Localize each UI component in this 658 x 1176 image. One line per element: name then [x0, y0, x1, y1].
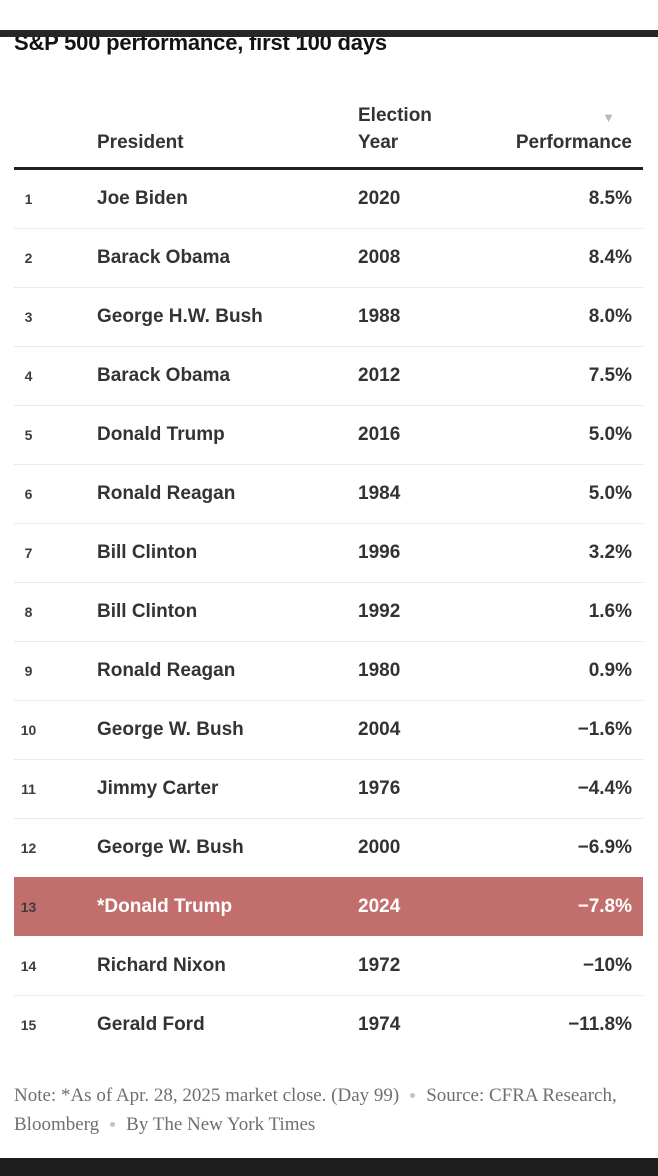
rank-cell: 13: [20, 899, 37, 915]
performance-cell: 7.5%: [588, 365, 632, 386]
year-cell: 2000: [358, 837, 401, 858]
table-row: 2 Barack Obama 2008 8.4%: [14, 228, 643, 287]
table-row: 14 Richard Nixon 1972 −10%: [14, 936, 643, 995]
header-election-year-line2: Year: [358, 132, 399, 153]
year-cell: 1972: [358, 955, 401, 976]
header-performance[interactable]: ▼ Performance: [478, 107, 643, 156]
header-election-year: Election Year: [358, 102, 478, 156]
rank-cell: 12: [20, 840, 37, 856]
header-performance-label: Performance: [515, 132, 632, 153]
performance-table: President Election Year ▼ Performance 1 …: [14, 102, 643, 1054]
footer-note: Note: *As of Apr. 28, 2025 market close.…: [14, 1081, 643, 1139]
year-cell: 1992: [358, 601, 401, 622]
table-row: 1 Joe Biden 2020 8.5%: [14, 170, 643, 228]
table-row: 3 George H.W. Bush 1988 8.0%: [14, 287, 643, 346]
table-row: 5 Donald Trump 2016 5.0%: [14, 405, 643, 464]
president-cell: Ronald Reagan: [97, 660, 236, 681]
rank-cell: 10: [20, 722, 37, 738]
year-cell: 1984: [358, 483, 401, 504]
president-cell: Barack Obama: [97, 247, 231, 268]
performance-cell: 0.9%: [588, 660, 632, 681]
year-cell: 2024: [358, 896, 401, 917]
rank-cell: 15: [20, 1017, 37, 1033]
table-header-row: President Election Year ▼ Performance: [14, 102, 643, 170]
rank-cell: 6: [24, 486, 33, 502]
rank-cell: 9: [24, 663, 33, 679]
performance-cell: −7.8%: [577, 896, 632, 917]
footer-source-text: Source: CFRA Research, Bloomberg: [14, 1085, 617, 1135]
president-cell: Ronald Reagan: [97, 483, 236, 504]
separator-dot-icon: [410, 1093, 416, 1099]
president-cell: Donald Trump: [97, 424, 225, 445]
performance-cell: 5.0%: [588, 483, 632, 504]
performance-cell: −6.9%: [577, 837, 632, 858]
year-cell: 1996: [358, 542, 401, 563]
table-row: 11 Jimmy Carter 1976 −4.4%: [14, 759, 643, 818]
performance-cell: 3.2%: [588, 542, 632, 563]
table-row: 13 *Donald Trump 2024 −7.8%: [14, 877, 643, 936]
table-body: 1 Joe Biden 2020 8.5% 2 Barack Obama 200…: [14, 170, 643, 1054]
performance-cell: 8.5%: [588, 188, 632, 209]
table-row: 8 Bill Clinton 1992 1.6%: [14, 582, 643, 641]
rank-cell: 11: [21, 781, 36, 797]
president-cell: Bill Clinton: [97, 601, 198, 622]
rank-cell: 8: [24, 604, 33, 620]
header-election-year-line1: Election: [358, 105, 432, 126]
year-cell: 1980: [358, 660, 401, 681]
top-border-bar: [0, 30, 658, 37]
performance-cell: −10%: [582, 955, 632, 976]
rank-cell: 4: [24, 368, 33, 384]
president-cell: Barack Obama: [97, 365, 231, 386]
performance-cell: −11.8%: [568, 1014, 632, 1035]
president-cell: Joe Biden: [97, 188, 188, 209]
president-cell: George W. Bush: [97, 837, 244, 858]
president-cell: Bill Clinton: [97, 542, 198, 563]
separator-dot-icon: [110, 1122, 116, 1128]
table-row: 9 Ronald Reagan 1980 0.9%: [14, 641, 643, 700]
rank-cell: 1: [24, 191, 33, 207]
year-cell: 1974: [358, 1014, 401, 1035]
footer-byline-text: By The New York Times: [126, 1114, 316, 1135]
footer-note-text: Note: *As of Apr. 28, 2025 market close.…: [14, 1085, 400, 1106]
header-president: President: [97, 132, 184, 153]
president-cell: Jimmy Carter: [97, 778, 219, 799]
table-row: 12 George W. Bush 2000 −6.9%: [14, 818, 643, 877]
table-row: 15 Gerald Ford 1974 −11.8%: [14, 995, 643, 1054]
year-cell: 2004: [358, 719, 401, 740]
president-cell: Richard Nixon: [97, 955, 226, 976]
table-row: 7 Bill Clinton 1996 3.2%: [14, 523, 643, 582]
rank-cell: 3: [24, 309, 33, 325]
performance-cell: −1.6%: [577, 719, 632, 740]
year-cell: 1976: [358, 778, 401, 799]
year-cell: 2008: [358, 247, 401, 268]
performance-cell: −4.4%: [577, 778, 632, 799]
rank-cell: 14: [20, 958, 37, 974]
table-row: 10 George W. Bush 2004 −1.6%: [14, 700, 643, 759]
year-cell: 2020: [358, 188, 401, 209]
table-row: 6 Ronald Reagan 1984 5.0%: [14, 464, 643, 523]
president-cell: *Donald Trump: [97, 896, 233, 917]
performance-cell: 1.6%: [588, 601, 632, 622]
performance-cell: 5.0%: [588, 424, 632, 445]
year-cell: 1988: [358, 306, 401, 327]
rank-cell: 2: [24, 250, 33, 266]
performance-cell: 8.4%: [588, 247, 632, 268]
bottom-border-bar: [0, 1158, 658, 1176]
rank-cell: 5: [24, 427, 33, 443]
rank-cell: 7: [24, 545, 33, 561]
year-cell: 2016: [358, 424, 401, 445]
table-row: 4 Barack Obama 2012 7.5%: [14, 346, 643, 405]
president-cell: George H.W. Bush: [97, 306, 263, 327]
performance-cell: 8.0%: [588, 306, 632, 327]
president-cell: Gerald Ford: [97, 1014, 205, 1035]
year-cell: 2012: [358, 365, 401, 386]
president-cell: George W. Bush: [97, 719, 244, 740]
sort-descending-icon: ▼: [602, 110, 615, 125]
